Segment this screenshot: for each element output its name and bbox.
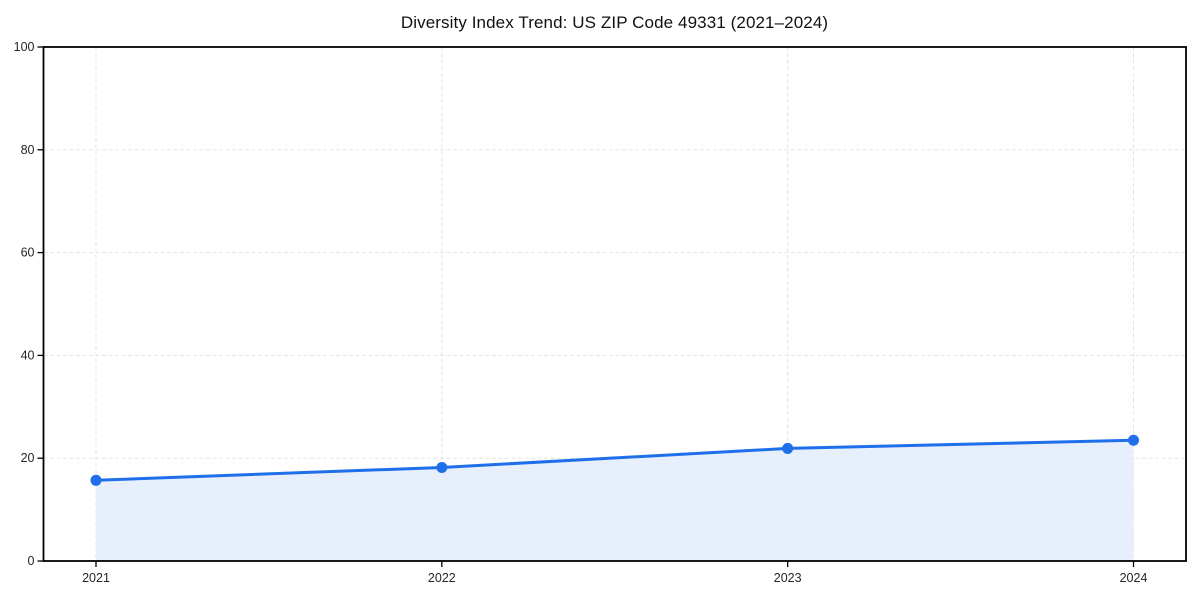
y-tick-label: 60 (21, 246, 35, 260)
x-tick-label: 2024 (1120, 571, 1148, 585)
chart-title: Diversity Index Trend: US ZIP Code 49331… (400, 13, 829, 32)
y-tick-label: 20 (21, 451, 35, 465)
data-point-2023 (782, 442, 794, 454)
data-point-2024 (1128, 434, 1139, 446)
data-point-2022 (436, 461, 448, 473)
x-tick-label: 2022 (428, 571, 456, 585)
y-tick-label: 80 (21, 143, 35, 157)
plot-box (42, 46, 1187, 562)
data-point-2021 (90, 474, 102, 486)
trend-line (94, 438, 1135, 482)
area-fill (96, 440, 1134, 561)
y-tick-label: 40 (21, 348, 35, 362)
y-tick-label: 0 (28, 554, 35, 568)
x-tick-label: 2023 (774, 571, 802, 585)
x-tick-label: 2021 (82, 571, 110, 585)
y-tick-label: 100 (14, 40, 35, 54)
